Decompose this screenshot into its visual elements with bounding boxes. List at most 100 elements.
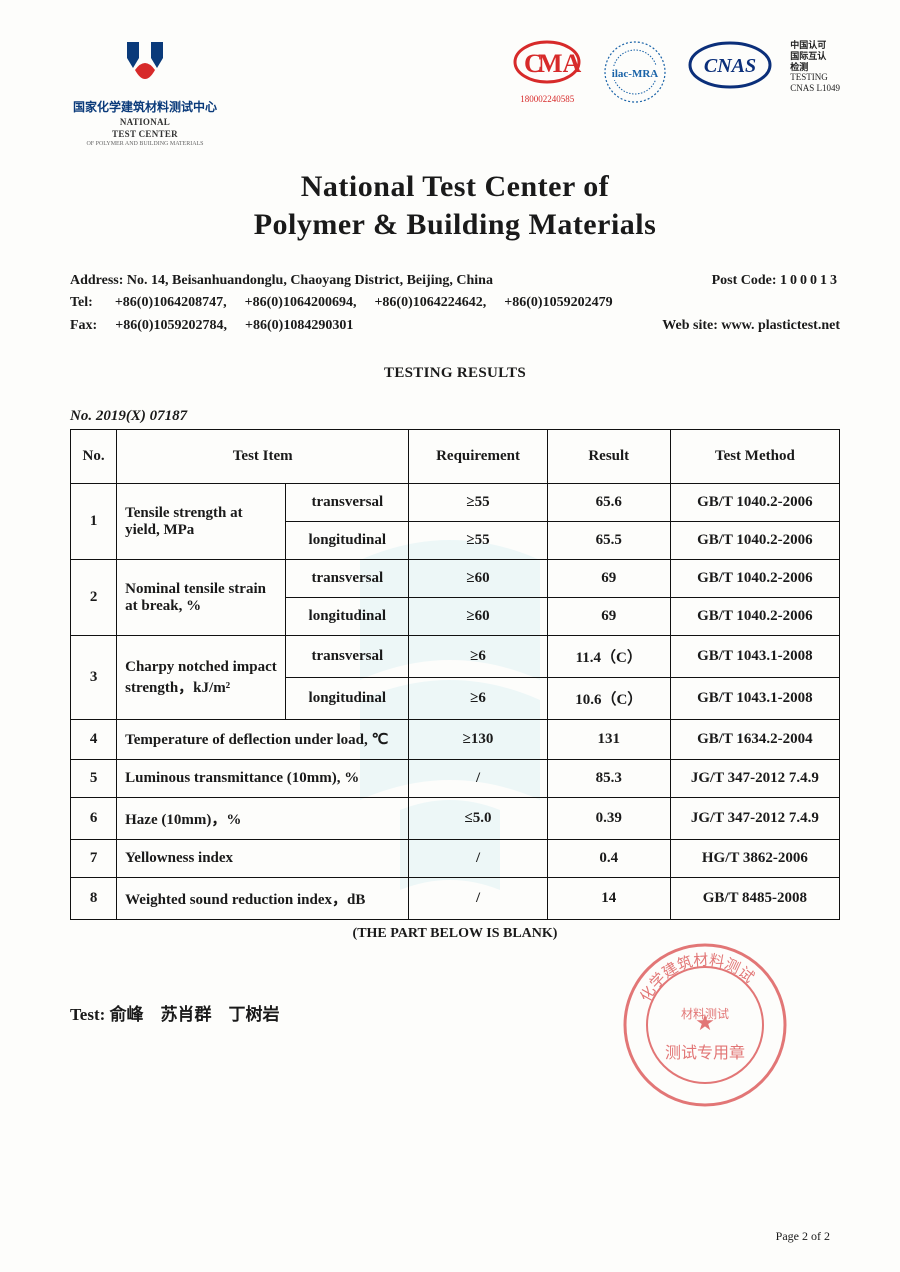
address-value: No. 14, Beisanhuandonglu, Chaoyang Distr… <box>127 270 493 292</box>
stamp-inner-text: 测试专用章 <box>665 1044 745 1062</box>
th-res: Result <box>547 430 670 484</box>
cell-method: GB/T 1043.1-2008 <box>670 636 839 678</box>
cell-no: 3 <box>71 636 117 720</box>
th-method: Test Method <box>670 430 839 484</box>
cell-item: Luminous transmittance (10mm), % <box>117 760 409 798</box>
cnas-text: 中国认可 国际互认 检测 TESTING CNAS L1049 <box>790 40 840 94</box>
testers-line: Test: 俞峰 苏肖群 丁树岩 <box>70 1000 840 1025</box>
cell-no: 8 <box>71 878 117 920</box>
cell-method: GB/T 1043.1-2008 <box>670 678 839 720</box>
web-value: www. plastictest.net <box>721 315 840 337</box>
fax2: +86(0)1084290301 <box>245 315 353 337</box>
cell-direction: transversal <box>286 484 409 522</box>
ilac-logo: ilac-MRA <box>600 40 670 106</box>
cell-item: Weighted sound reduction index，dB <box>117 878 409 920</box>
cell-no: 4 <box>71 720 117 760</box>
cell-item: Haze (10mm)，% <box>117 798 409 840</box>
cell-method: GB/T 1040.2-2006 <box>670 484 839 522</box>
th-no: No. <box>71 430 117 484</box>
web-label: Web site: <box>662 315 718 337</box>
cell-item: Charpy notched impact strength，kJ/m² <box>117 636 286 720</box>
postcode-label: Post Code: <box>712 270 777 292</box>
fax1: +86(0)1059202784, <box>115 315 227 337</box>
ilac-logo-icon: ilac-MRA <box>600 40 670 104</box>
cnas-logo-icon: CNAS <box>688 40 772 90</box>
cell-method: GB/T 8485-2008 <box>670 878 839 920</box>
address-label: Address: <box>70 270 123 292</box>
cell-no: 1 <box>71 484 117 560</box>
document-number: No. 2019(X) 07187 <box>70 408 840 425</box>
tel3: +86(0)1064224642, <box>374 292 486 314</box>
cell-method: GB/T 1040.2-2006 <box>670 522 839 560</box>
cell-req: ≥6 <box>409 636 547 678</box>
cell-res: 85.3 <box>547 760 670 798</box>
tel2: +86(0)1064200694, <box>245 292 357 314</box>
cell-method: GB/T 1634.2-2004 <box>670 720 839 760</box>
cell-req: ≥55 <box>409 522 547 560</box>
cell-method: HG/T 3862-2006 <box>670 840 839 878</box>
cell-no: 2 <box>71 560 117 636</box>
cell-method: JG/T 347-2012 7.4.9 <box>670 798 839 840</box>
cell-req: / <box>409 878 547 920</box>
cma-logo: C MA 180002240585 <box>512 40 582 104</box>
cell-item: Yellowness index <box>117 840 409 878</box>
cell-res: 65.6 <box>547 484 670 522</box>
cell-no: 6 <box>71 798 117 840</box>
tel1: +86(0)1064208747, <box>115 292 227 314</box>
cell-item: Temperature of deflection under load, ℃ <box>117 720 409 760</box>
cell-res: 69 <box>547 560 670 598</box>
results-table: No. Test Item Requirement Result Test Me… <box>70 429 840 920</box>
cell-direction: longitudinal <box>286 678 409 720</box>
cell-direction: longitudinal <box>286 522 409 560</box>
svg-text:CNAS: CNAS <box>704 55 756 77</box>
cell-req: ≥55 <box>409 484 547 522</box>
title-line2: Polymer & Building Materials <box>70 208 840 242</box>
cma-logo-icon: C MA <box>512 40 582 92</box>
cell-req: / <box>409 760 547 798</box>
th-req: Requirement <box>409 430 547 484</box>
header: 国家化学建筑材料测试中心 NATIONAL TEST CENTER OF POL… <box>70 40 840 160</box>
cell-method: GB/T 1040.2-2006 <box>670 560 839 598</box>
cnas-logo: CNAS <box>688 40 772 92</box>
testers-label: Test: <box>70 1005 105 1024</box>
cell-req: ≥130 <box>409 720 547 760</box>
org-logo-icon <box>117 40 173 90</box>
cell-req: ≥6 <box>409 678 547 720</box>
org-name-en1: NATIONAL <box>70 117 220 128</box>
cell-req: / <box>409 840 547 878</box>
tel-label: Tel: <box>70 292 93 314</box>
org-name-cn: 国家化学建筑材料测试中心 <box>70 100 220 114</box>
cell-item: Nominal tensile strain at break, % <box>117 560 286 636</box>
svg-text:ilac-MRA: ilac-MRA <box>612 68 658 80</box>
cell-req: ≤5.0 <box>409 798 547 840</box>
cell-res: 11.4（C） <box>547 636 670 678</box>
fax-label: Fax: <box>70 315 97 337</box>
cell-res: 14 <box>547 878 670 920</box>
page-title: National Test Center of Polymer & Buildi… <box>70 170 840 242</box>
cell-res: 0.39 <box>547 798 670 840</box>
cell-req: ≥60 <box>409 598 547 636</box>
svg-text:MA: MA <box>538 49 582 78</box>
section-heading: TESTING RESULTS <box>70 365 840 382</box>
cell-direction: longitudinal <box>286 598 409 636</box>
cell-direction: transversal <box>286 636 409 678</box>
cell-res: 0.4 <box>547 840 670 878</box>
cell-res: 69 <box>547 598 670 636</box>
cert-logos: C MA 180002240585 ilac-MRA CNAS <box>512 40 840 106</box>
cell-req: ≥60 <box>409 560 547 598</box>
page-footer: Page 2 of 2 <box>776 1229 830 1244</box>
cell-method: JG/T 347-2012 7.4.9 <box>670 760 839 798</box>
cma-code: 180002240585 <box>512 94 582 104</box>
org-name-en2: TEST CENTER <box>70 129 220 140</box>
cell-no: 7 <box>71 840 117 878</box>
cell-res: 10.6（C） <box>547 678 670 720</box>
cell-direction: transversal <box>286 560 409 598</box>
tel4: +86(0)1059202479 <box>504 292 612 314</box>
title-line1: National Test Center of <box>70 170 840 204</box>
postcode-value: 100013 <box>780 270 840 292</box>
org-name-sub: OF POLYMER AND BUILDING MATERIALS <box>70 141 220 148</box>
cell-method: GB/T 1040.2-2006 <box>670 598 839 636</box>
contact-block: Address: No. 14, Beisanhuandonglu, Chaoy… <box>70 270 840 337</box>
cell-res: 65.5 <box>547 522 670 560</box>
cell-item: Tensile strength at yield, MPa <box>117 484 286 560</box>
